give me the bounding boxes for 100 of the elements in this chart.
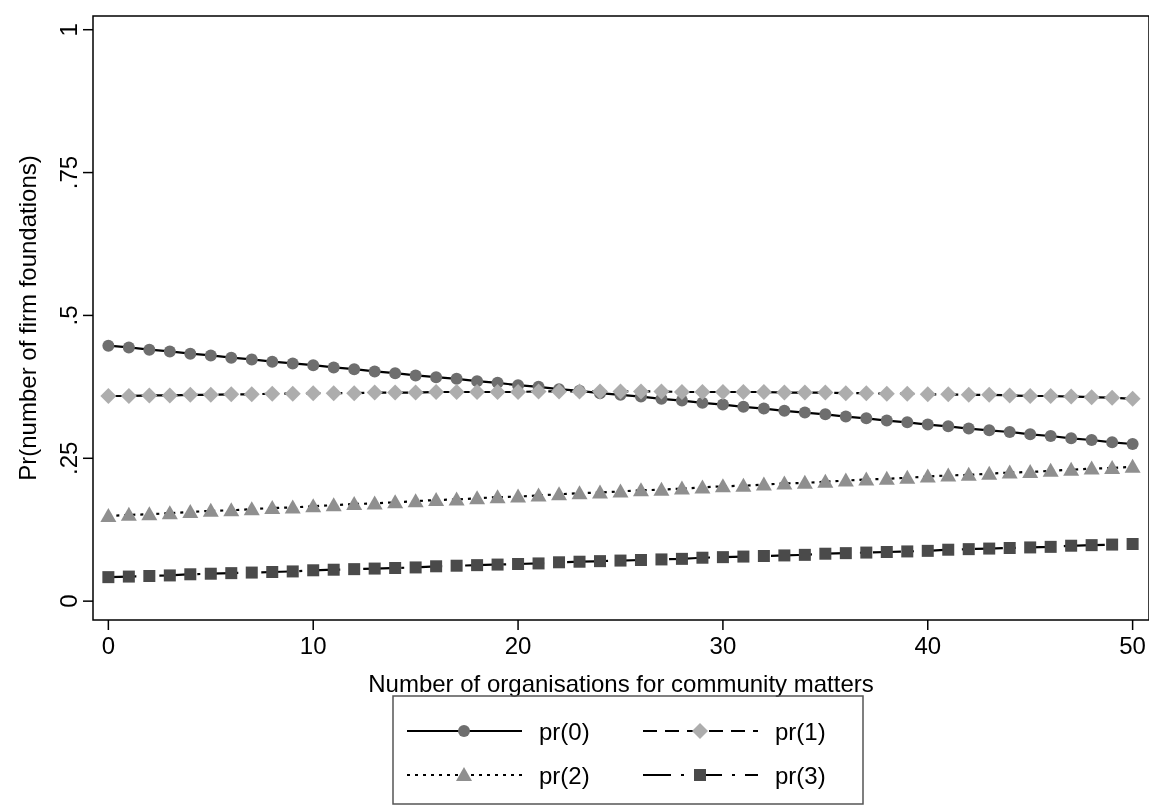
point [389,562,402,574]
point [1022,388,1039,404]
point [940,467,957,482]
point [1042,388,1059,404]
point [264,500,281,514]
point [1063,388,1080,405]
x-tick-label: 0 [101,632,116,659]
point [141,506,158,521]
point [837,472,854,487]
point [901,545,914,558]
point [1106,538,1119,551]
point [612,483,629,498]
point [921,544,934,557]
point [592,484,608,499]
point [942,420,955,433]
point [202,502,219,517]
point [387,384,404,401]
point [366,495,383,510]
point [675,552,688,565]
point [530,487,547,502]
point [491,558,504,571]
point [653,481,670,496]
point [798,406,811,419]
point [819,408,832,421]
point [1044,430,1057,442]
point [716,551,729,564]
point [122,341,135,354]
point [182,386,199,403]
point [1063,461,1080,476]
point [632,482,649,497]
point [714,384,731,400]
point [286,357,299,370]
point [962,543,975,556]
y-axis-title: Pr(number of firm foundations) [14,155,41,481]
point [899,469,916,484]
legend-label: pr(2) [539,762,590,789]
point [430,371,443,384]
point [1083,460,1100,475]
point [223,386,240,403]
point [266,566,279,578]
point [225,567,238,580]
point [551,486,568,501]
point [100,388,117,404]
point [594,555,606,568]
point [983,424,996,437]
point [737,400,750,413]
point [981,386,998,403]
point [512,558,525,570]
point [962,422,975,435]
point [471,559,484,572]
point [553,556,566,569]
point [899,385,916,402]
point [776,475,793,490]
point [120,388,137,404]
point [1104,460,1121,474]
y-tick-label: .5 [55,305,82,326]
point [266,355,279,368]
point [141,387,158,404]
point [551,383,568,400]
point [204,567,217,580]
point [614,554,627,567]
point [778,549,791,562]
point [817,384,834,401]
point [960,466,977,481]
point [735,477,752,492]
x-axis-title: Number of organisations for community matters [368,670,874,697]
point [348,363,361,376]
point [102,571,115,584]
point [510,488,527,503]
point [407,493,424,508]
point [880,546,893,558]
point [409,369,422,382]
point [1085,434,1098,446]
point [1003,426,1016,438]
point [632,383,649,400]
point [143,570,156,582]
x-tick-label: 40 [914,632,942,659]
point [919,468,936,483]
point [735,384,752,400]
point [694,479,711,494]
point [796,474,813,489]
point [573,555,586,568]
point [673,480,690,495]
point [407,384,424,401]
point [592,383,608,400]
point [858,471,875,486]
point [325,497,342,512]
x-tick-label: 20 [504,632,532,659]
point [757,550,770,562]
point [1044,540,1057,553]
point [612,383,629,400]
point [448,491,465,506]
point [161,387,178,404]
point [942,543,955,556]
y-tick-label: .75 [55,155,82,190]
point [1022,464,1039,478]
point [184,347,197,360]
point [1024,428,1037,441]
point [1003,542,1016,554]
point [223,502,240,517]
